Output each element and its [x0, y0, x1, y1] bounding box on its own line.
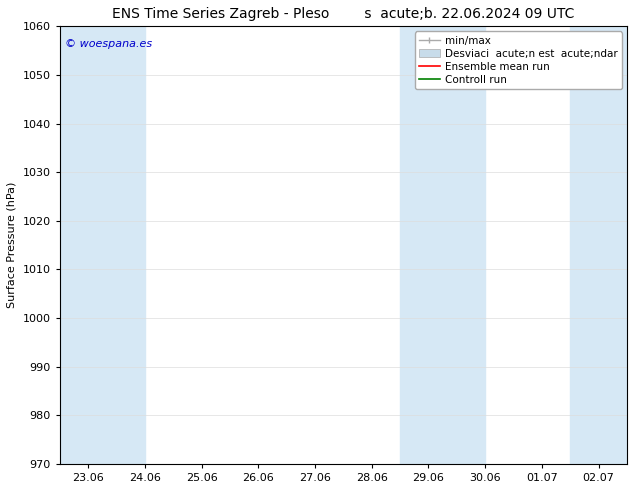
Text: © woespana.es: © woespana.es [65, 39, 152, 49]
Bar [429, 26, 457, 464]
Bar [60, 26, 117, 464]
Bar [571, 26, 627, 464]
Bar [400, 26, 429, 464]
Title: ENS Time Series Zagreb - Pleso        s  acute;b. 22.06.2024 09 UTC: ENS Time Series Zagreb - Pleso s acute;b… [112, 7, 574, 21]
Bar [117, 26, 145, 464]
Bar [457, 26, 485, 464]
Legend: min/max, Desviaci  acute;n est  acute;ndar, Ensemble mean run, Controll run: min/max, Desviaci acute;n est acute;ndar… [415, 31, 622, 89]
Y-axis label: Surface Pressure (hPa): Surface Pressure (hPa) [7, 182, 17, 308]
